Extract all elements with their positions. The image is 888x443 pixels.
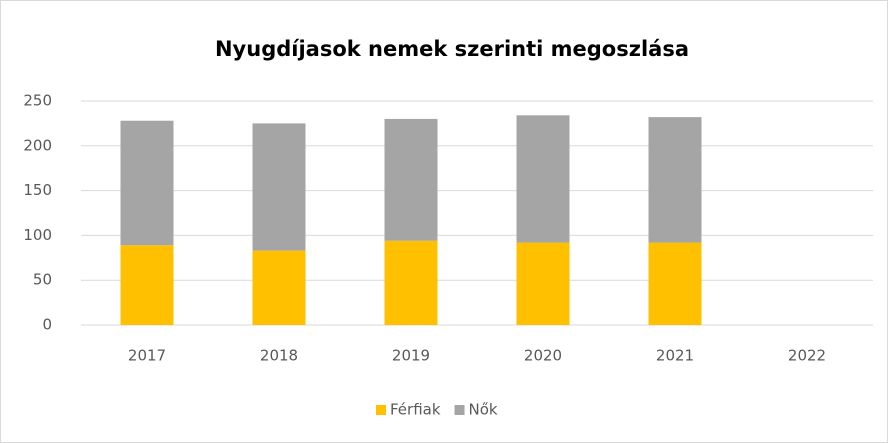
legend-swatch: [376, 405, 386, 415]
bar-segment: [120, 245, 174, 325]
bar-segment: [384, 240, 438, 325]
x-tick-label: 2017: [128, 347, 166, 365]
bar-segment: [648, 242, 702, 325]
x-tick-label: 2021: [656, 347, 694, 365]
legend-swatch: [454, 405, 465, 415]
x-tick-label: 2020: [524, 347, 562, 365]
y-tick-label: 0: [42, 316, 52, 334]
y-tick-label: 200: [23, 136, 52, 154]
y-tick-label: 150: [23, 181, 52, 199]
bar-segment: [516, 242, 570, 325]
bar-segment: [516, 115, 570, 243]
x-tick-label: 2022: [788, 347, 826, 365]
bar-segment: [384, 118, 438, 241]
chart-title: Nyugdíjasok nemek szerinti megoszlása: [215, 37, 689, 61]
bar-segment: [252, 250, 306, 325]
bar-segment: [120, 120, 174, 246]
x-tick-label: 2019: [392, 347, 430, 365]
y-tick-label: 250: [23, 92, 52, 110]
legend-label: Nők: [469, 401, 498, 419]
bar-segment: [252, 123, 306, 251]
y-tick-label: 50: [33, 271, 52, 289]
y-tick-label: 100: [23, 226, 52, 244]
x-tick-label: 2018: [260, 347, 298, 365]
bar-segment: [648, 117, 702, 243]
legend-label: Férfiak: [390, 401, 441, 419]
